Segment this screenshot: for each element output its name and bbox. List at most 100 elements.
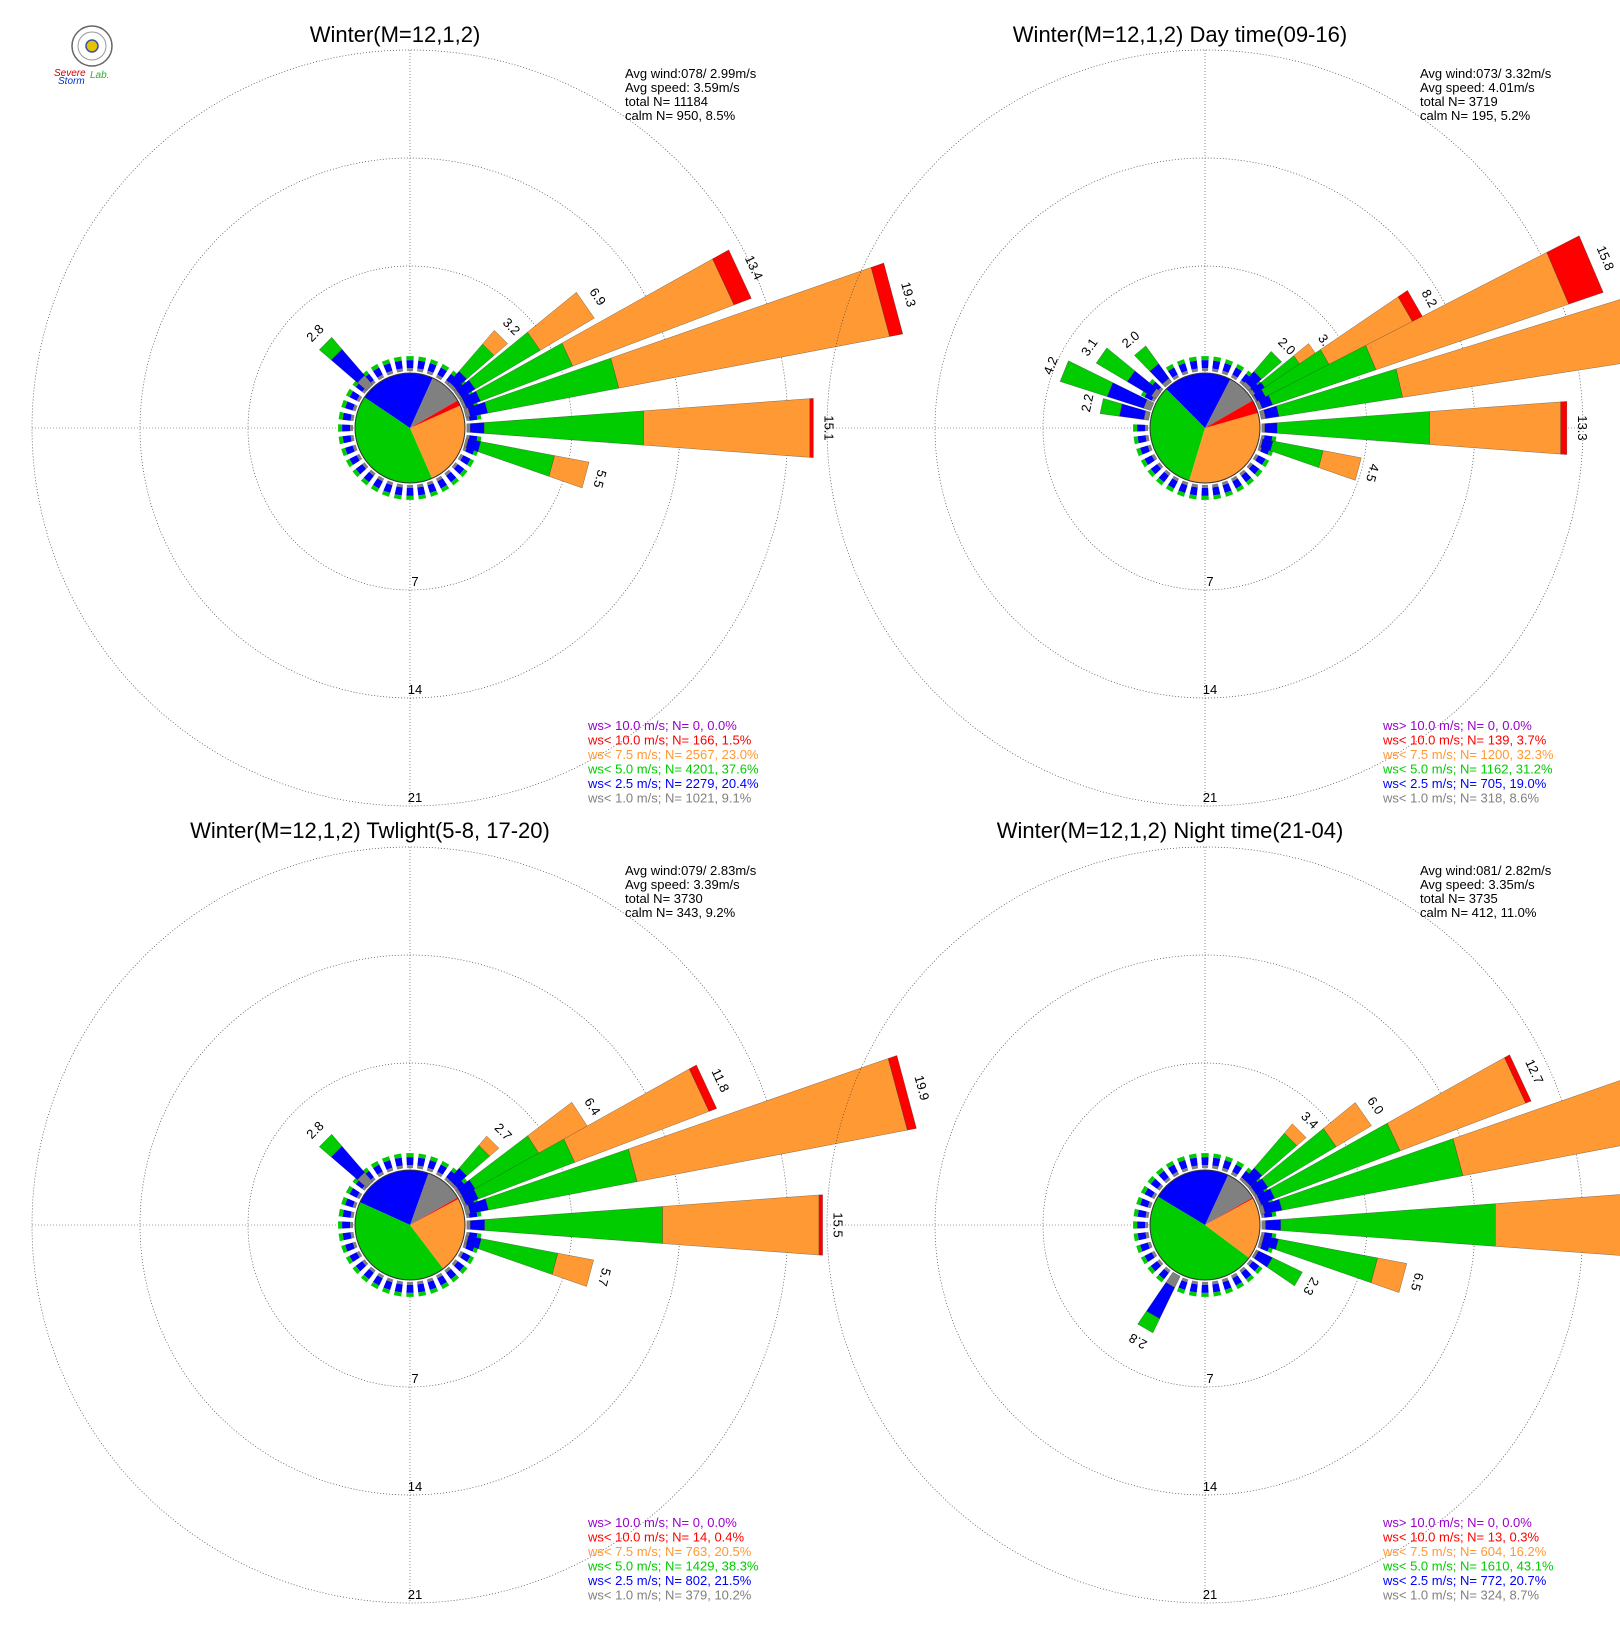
minor-direction-bar [1252,453,1259,461]
direction-bar-segment [527,292,595,351]
windrose-panel: Winter(M=12,1,2) Twlight(5-8, 17-20) 7 14 2… [31,818,933,1604]
legend-entry: ws< 5.0 m/s; N= 1429, 38.3% [587,1559,759,1574]
calm-pie-slice [1189,412,1260,483]
minor-direction-bar [1137,1221,1146,1229]
calm-pie-slice [1150,1196,1250,1280]
minor-direction-bar [1178,1159,1188,1170]
direction-bar-segment [1266,1257,1303,1287]
direction-bar-segment [470,1219,485,1231]
minor-direction-bar [1181,1167,1189,1173]
minor-direction-bar [446,1268,457,1280]
minor-direction-bar [1147,444,1153,452]
minor-direction-bar [342,1221,351,1229]
minor-direction-bar [1212,1283,1221,1293]
calm-pie-slice [355,397,433,483]
minor-direction-bar [377,1171,385,1178]
direction-bar-label: 3.2 [500,315,523,338]
minor-direction-bar [1181,1277,1189,1283]
minor-direction-bar [1201,1292,1209,1297]
minor-direction-bar [1189,360,1198,370]
minor-direction-bar [342,1209,352,1218]
minor-direction-bar [393,356,402,362]
minor-direction-bar [1211,483,1219,488]
minor-direction-bar [1150,464,1162,475]
minor-direction-bar [429,490,439,497]
minor-direction-bar [1213,1153,1222,1159]
ring-label: 21 [408,1587,422,1602]
minor-direction-bar [1241,1268,1252,1280]
minor-direction-bar [1157,1184,1164,1191]
windrose-panel: Winter(M=12,1,2) 7 14 21 3.2 6.9 13.4 19.3 15.1 5… [31,22,919,807]
direction-bar-segment [1395,299,1620,398]
minor-direction-bar [344,445,355,455]
minor-direction-bar [355,381,367,392]
minor-direction-bar [416,368,424,373]
legend-entry: ws< 2.5 m/s; N= 772, 20.7% [1382,1573,1547,1588]
minor-direction-bar [1144,455,1155,466]
minor-direction-bar [1181,370,1189,376]
minor-direction-bar [1188,1291,1197,1297]
minor-direction-bar [1201,495,1209,500]
minor-direction-bar [437,367,448,378]
direction-bar-segment [482,330,508,356]
direction-bar-segment [1560,401,1567,455]
minor-direction-bar [393,1291,402,1297]
minor-direction-bar [394,486,403,496]
stat-line: total N= 3719 [1420,94,1498,109]
minor-direction-bar [1157,1259,1164,1266]
calm-pie-slice [410,400,461,428]
direction-bar-label: 15.5 [831,1212,846,1237]
minor-direction-bar [1145,1221,1149,1229]
minor-direction-bar [406,495,414,500]
minor-direction-bar [1188,356,1197,362]
minor-direction-bar [350,1221,354,1229]
direction-bar-label: 12.7 [1522,1057,1546,1086]
minor-direction-bar [383,362,393,373]
legend-entry: ws< 7.5 m/s; N= 604, 16.2% [1382,1544,1547,1559]
minor-direction-bar [1230,1272,1238,1279]
minor-direction-bar [1178,1280,1188,1291]
minor-direction-bar [349,1252,360,1263]
minor-direction-bar [427,362,437,373]
ring-label: 14 [408,682,422,697]
direction-bar-segment [1370,1257,1407,1293]
minor-direction-bar [352,1265,361,1275]
minor-direction-bar [1145,434,1150,442]
minor-direction-bar [362,1259,369,1266]
lab-logo: Severe Storm Lab. [54,25,113,87]
direction-bar-segment [1261,423,1266,433]
minor-direction-bar [1151,1192,1158,1200]
center-pie-outline [1149,372,1261,484]
direction-bar-label: 2.7 [492,1120,515,1143]
minor-direction-bar [372,1164,383,1175]
minor-direction-bar [1189,486,1198,496]
minor-direction-bar [451,462,458,469]
minor-direction-bar [1165,1160,1175,1168]
stat-line: Avg wind:081/ 2.82m/s [1420,863,1552,878]
minor-direction-bar [345,388,353,398]
minor-direction-bar [396,483,404,488]
minor-direction-bar [393,494,402,500]
minor-direction-bar [372,1275,383,1286]
ring-label: 14 [1203,1479,1217,1494]
calm-pie-slice [410,377,458,428]
direction-bar-segment [1263,405,1280,419]
minor-direction-bar [1222,362,1232,373]
minor-direction-bar [460,1252,471,1263]
minor-direction-bar [377,374,385,381]
stat-line: total N= 3730 [625,891,703,906]
minor-direction-bar [1191,368,1199,373]
minor-direction-bar [383,1280,393,1291]
minor-direction-bar [352,1201,358,1209]
direction-bar-label: 2.8 [303,1118,326,1141]
minor-direction-bar [1172,374,1180,381]
direction-bar-label: 3.1 [1078,335,1101,358]
ring-label: 7 [411,574,418,589]
minor-direction-bar [406,1284,414,1293]
minor-direction-bar [1150,1261,1162,1272]
minor-direction-bar [355,1178,367,1189]
calm-pie-slice [410,1198,466,1269]
minor-direction-bar [370,485,380,493]
minor-direction-bar [1133,424,1138,432]
minor-direction-bar [1144,1187,1155,1198]
